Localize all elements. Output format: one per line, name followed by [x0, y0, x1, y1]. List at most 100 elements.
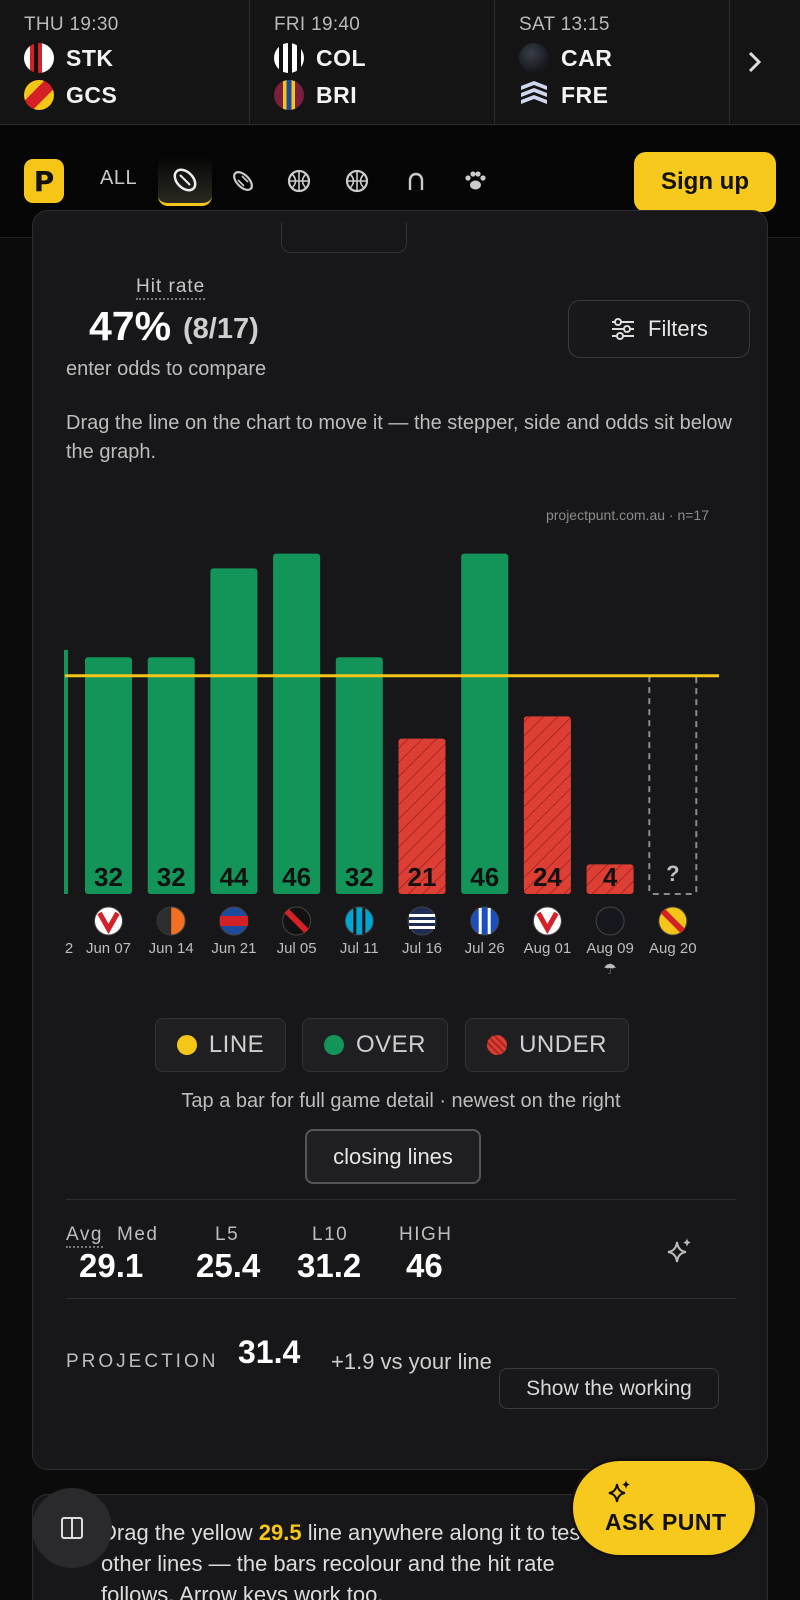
bar-value-label: 4: [603, 862, 618, 892]
opponent-logo-detail: [478, 908, 482, 934]
tip-text-start: Drag the yellow: [101, 1520, 259, 1545]
opponent-logo-icon: [595, 906, 625, 936]
x-tick-label: Jul 05: [277, 940, 317, 957]
projection-diff: +1.9 vs your line: [331, 1349, 492, 1374]
filters-button[interactable]: Filters: [568, 300, 750, 358]
bar-chart[interactable]: 2 32 Jun 07 32 Jun 14 44 Jun 21 46 Jul 05 32 Jul 1…: [33, 491, 769, 1011]
tap-note: Tap a bar for full game detail · newest …: [181, 1090, 621, 1112]
chart-bar[interactable]: [147, 657, 195, 894]
show-working-button[interactable]: Show the working: [499, 1368, 719, 1409]
stat-head-avg[interactable]: Avg: [66, 1224, 103, 1248]
basketball-icon[interactable]: [272, 156, 326, 206]
fixture-time: THU 19:30: [24, 14, 119, 35]
stat-head-med: Med: [117, 1224, 159, 1245]
stk-logo-icon: [24, 43, 54, 73]
opponent-logo-detail: [536, 911, 559, 935]
chart-bar[interactable]: [85, 657, 132, 894]
car-logo-icon: [519, 43, 549, 73]
fixture-away-team: GCS: [24, 80, 249, 110]
chart-bar[interactable]: [210, 568, 258, 894]
bar-value-label: 46: [470, 862, 499, 892]
opponent-logo-detail: [487, 908, 491, 934]
bar-value-label: 32: [345, 862, 374, 892]
over-dot-icon: [323, 1035, 344, 1055]
x-tick-label: Jul 26: [465, 940, 505, 957]
bar-value-label: ?: [666, 861, 679, 886]
tip-line-value: 29.5: [258, 1520, 302, 1545]
stat-value: 46: [406, 1247, 443, 1284]
x-tick-label: Jun 14: [149, 940, 194, 957]
sparkle-icon[interactable]: [665, 1236, 695, 1268]
chart-bar[interactable]: [273, 553, 321, 894]
chart-bar[interactable]: [586, 864, 634, 894]
basketball-icon[interactable]: [330, 156, 384, 206]
legend-over[interactable]: OVER: [302, 1018, 448, 1072]
history-chart[interactable]: projectpunt.com.au · n=17 2 32 Jun 07 32 Jun…: [33, 491, 769, 1011]
horseshoe-icon[interactable]: [389, 156, 443, 206]
nav-tab-all[interactable]: ALL: [100, 167, 138, 189]
x-tick-label: Aug 09: [586, 940, 634, 957]
opponent-logo-detail: [284, 908, 309, 934]
stat-head-high: HIGH: [399, 1224, 453, 1245]
legend-under-label: UNDER: [519, 1031, 607, 1058]
hit-rate-label[interactable]: Hit rate: [136, 276, 206, 300]
ask-punt-button[interactable]: ASK PUNT: [570, 1458, 758, 1558]
divider: [66, 1199, 736, 1200]
opponent-logo-icon: [344, 906, 374, 936]
bar-value-label: 21: [408, 862, 437, 892]
opponent-logo-detail: [157, 907, 172, 935]
fixture-card[interactable]: FRI 19:40 COL BRI: [250, 0, 495, 125]
paw-print-icon[interactable]: [448, 156, 502, 206]
projection-value: 31.4: [238, 1334, 301, 1370]
divider: [66, 1298, 736, 1299]
chart-bar[interactable]: [335, 657, 383, 894]
team-code: CAR: [561, 44, 613, 71]
fixture-card[interactable]: SAT 13:15 CAR FRE: [495, 0, 730, 125]
opponent-logo-detail: [353, 908, 357, 934]
opponent-logo-icon: [470, 906, 500, 936]
closing-lines-button[interactable]: closing lines: [305, 1129, 481, 1184]
x-tick-label: Aug 01: [524, 940, 572, 957]
sign-up-button[interactable]: Sign up: [634, 152, 776, 212]
chart-bar[interactable]: [398, 738, 446, 894]
fixture-card[interactable]: THU 19:30 STK GCS: [0, 0, 250, 125]
stat-value: 31.2: [297, 1247, 362, 1284]
sidebar-panel-icon: [61, 1517, 83, 1539]
legend-line[interactable]: LINE: [155, 1018, 286, 1072]
team-code: GCS: [66, 81, 118, 108]
team-code: FRE: [561, 81, 609, 108]
legend-over-label: OVER: [355, 1031, 426, 1058]
chart-bar[interactable]: [461, 553, 509, 894]
gcs-logo-icon: [24, 80, 54, 110]
bar-value-label: 46: [282, 862, 311, 892]
brand-logo[interactable]: P: [24, 159, 64, 203]
rugby-ball-icon[interactable]: [216, 156, 270, 206]
fre-logo-icon: [521, 81, 547, 104]
x-tick-label: Jul 16: [402, 940, 442, 957]
x-tick-label: 2: [65, 940, 73, 957]
ask-punt-label: ASK PUNT: [605, 1509, 727, 1535]
chart-instructions: Drag the line on the chart to move it — …: [66, 412, 732, 463]
bar-value-label: 24: [533, 862, 562, 892]
bri-logo-icon: [274, 80, 304, 110]
fixture-home-team: CAR: [519, 43, 729, 73]
stat-value: 29.1: [79, 1247, 144, 1284]
chart-credit: projectpunt.com.au · n=17: [545, 507, 709, 523]
chevron-right-icon[interactable]: [730, 0, 780, 124]
bar-value-label: 32: [94, 862, 123, 892]
opponent-logo-detail: [219, 916, 248, 926]
afl-ball-icon[interactable]: [158, 156, 212, 206]
chart-bar-partial: [64, 649, 68, 894]
sidebar-toggle-button[interactable]: [32, 1488, 112, 1568]
chart-bar[interactable]: [523, 716, 571, 894]
under-dot-icon: [487, 1035, 508, 1055]
bar-value-label: 32: [157, 862, 186, 892]
fixture-away-team: FRE: [519, 80, 729, 110]
sliders-icon: [612, 318, 635, 340]
legend-under[interactable]: UNDER: [465, 1018, 629, 1072]
hit-rate-fraction: (8/17): [183, 313, 259, 345]
hit-rate-value: 47%: [89, 303, 172, 349]
opponent-logo-detail: [660, 908, 685, 934]
stat-head-l5: L5: [215, 1224, 240, 1245]
line-dot-icon: [176, 1035, 197, 1055]
